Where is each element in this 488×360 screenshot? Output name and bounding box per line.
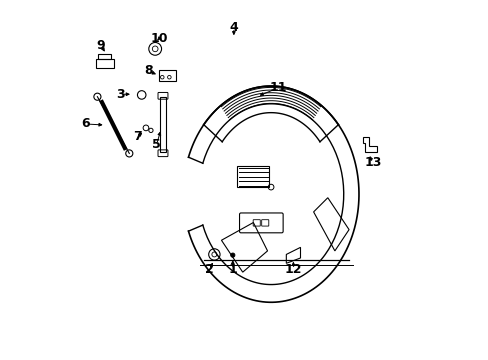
Text: 6: 6	[81, 117, 90, 130]
Circle shape	[230, 253, 234, 257]
Text: 13: 13	[364, 157, 381, 170]
Text: 4: 4	[229, 21, 238, 34]
Text: 12: 12	[284, 263, 302, 276]
Text: 7: 7	[133, 130, 142, 143]
Text: 9: 9	[97, 39, 105, 52]
Text: 11: 11	[269, 81, 286, 94]
Text: 5: 5	[152, 138, 161, 151]
Text: 8: 8	[143, 64, 152, 77]
Text: 10: 10	[150, 32, 168, 45]
Text: 2: 2	[204, 263, 213, 276]
Text: 1: 1	[228, 263, 237, 276]
Text: 3: 3	[116, 88, 124, 101]
